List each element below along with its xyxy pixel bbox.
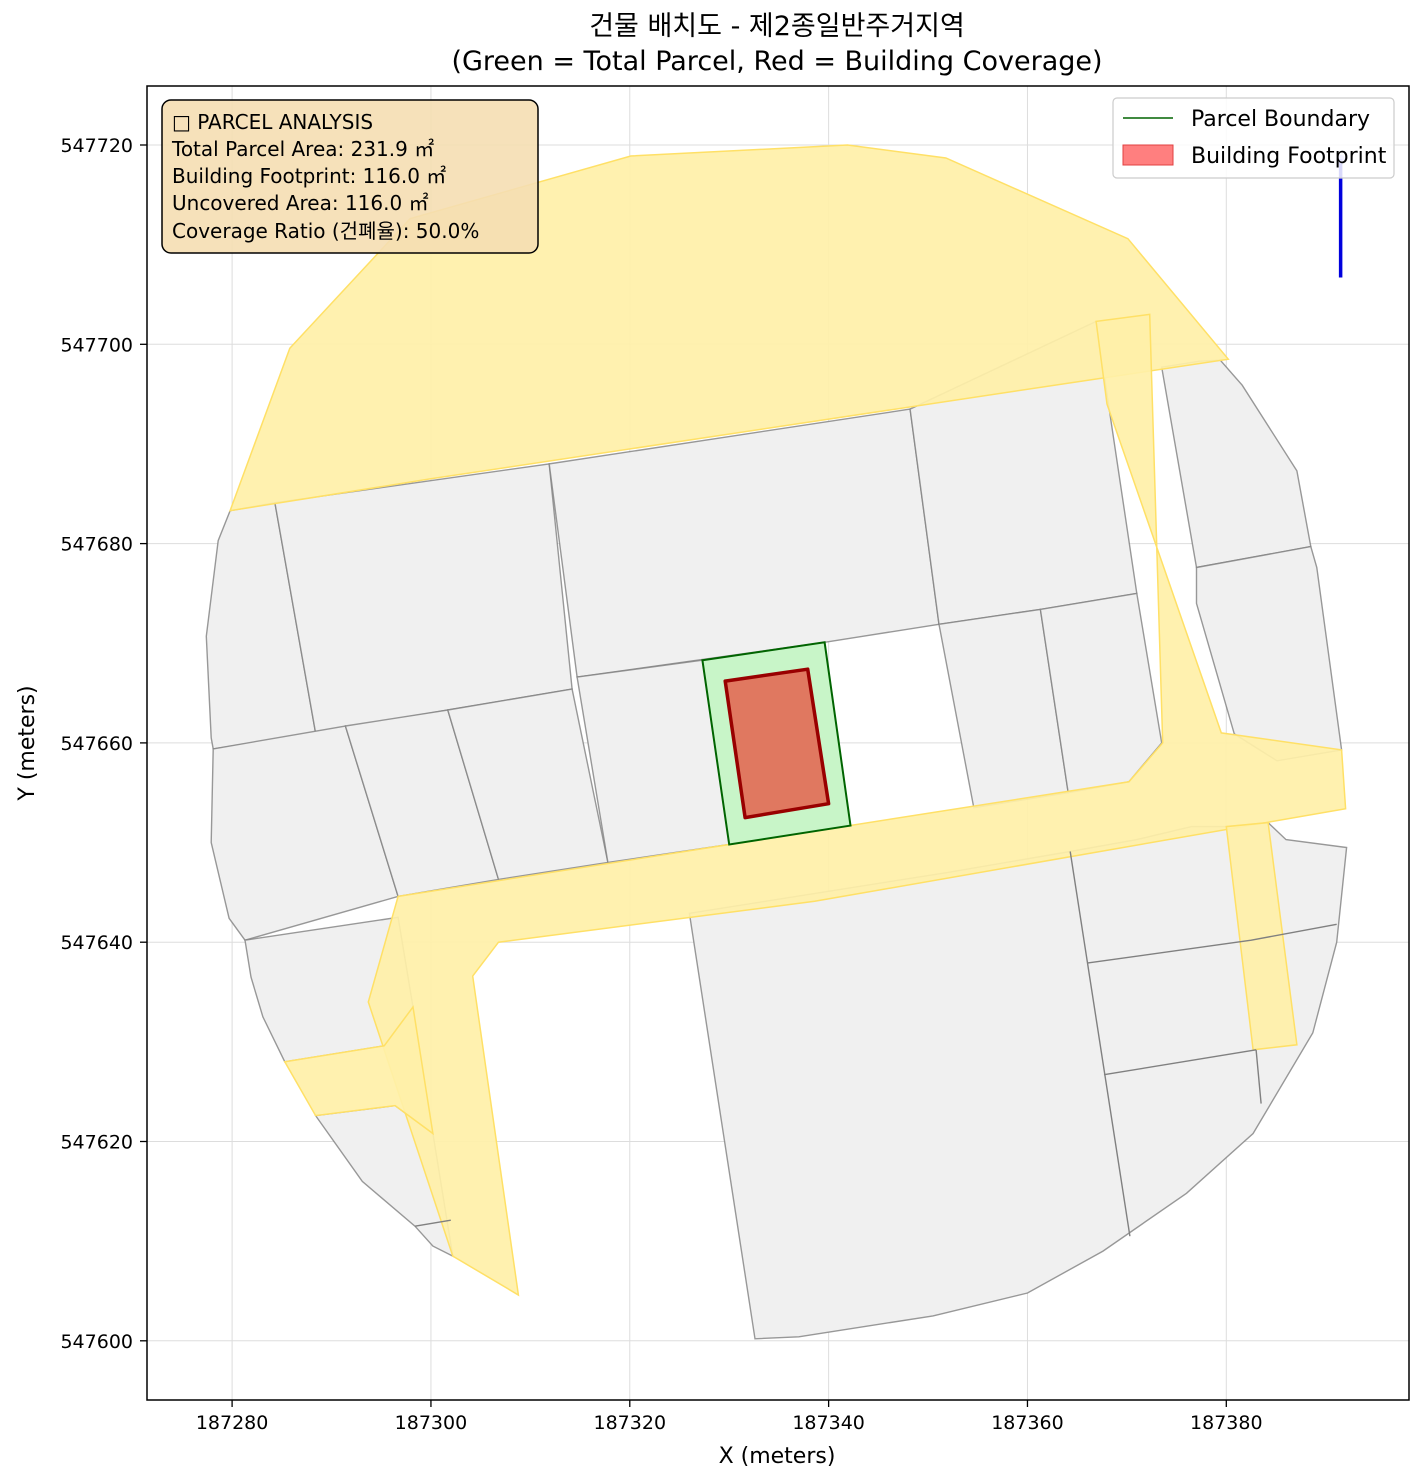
building-footprint[interactable] — [723, 667, 831, 820]
y-axis-label: Y (meters) — [15, 685, 40, 801]
info-uncovered-area: Uncovered Area: 116.0 ㎡ — [172, 191, 429, 215]
legend: Parcel Boundary Building Footprint — [1112, 97, 1395, 179]
lot-divider-line — [1255, 1049, 1262, 1104]
road-polygon — [1225, 821, 1298, 1051]
lot-polygon — [274, 463, 573, 734]
chart-title-line2: (Green = Total Parcel, Red = Building Co… — [451, 46, 1102, 77]
info-coverage-ratio: Coverage Ratio (건폐율): 50.0% — [172, 219, 479, 243]
legend-frame — [1112, 97, 1395, 179]
info-building-footprint: Building Footprint: 116.0 ㎡ — [172, 164, 446, 188]
y-tick-label: 547600 — [60, 1331, 133, 1353]
info-total-parcel-area: Total Parcel Area: 231.9 ㎡ — [171, 137, 434, 161]
y-tick-label: 547660 — [60, 733, 133, 755]
lot-divider-line — [414, 1219, 451, 1227]
x-axis-label: X (meters) — [719, 1444, 836, 1469]
y-tick-label: 547640 — [60, 932, 133, 954]
y-tick-label: 547680 — [60, 534, 133, 556]
lot-divider-line — [1103, 1049, 1257, 1076]
lot-divider-line — [1069, 851, 1131, 1237]
y-tick-label: 547720 — [60, 135, 133, 157]
x-tick-label: 187380 — [1190, 1412, 1263, 1434]
x-axis-ticks: 187280 187300 187320 187340 187360 187380 — [196, 1400, 1263, 1434]
legend-building-label: Building Footprint — [1191, 144, 1387, 169]
lot-polygon — [1160, 359, 1312, 569]
chart-title-line1: 건물 배치도 - 제2종일반주거지역 — [589, 11, 965, 42]
x-tick-label: 187340 — [792, 1412, 865, 1434]
road-polygon — [367, 313, 1347, 1297]
legend-building-patch-swatch — [1122, 144, 1174, 166]
x-tick-label: 187320 — [594, 1412, 667, 1434]
y-tick-label: 547700 — [60, 334, 133, 356]
lot-dividers — [414, 851, 1337, 1237]
road-polygon — [283, 1005, 434, 1136]
lot-polygon — [548, 408, 940, 678]
legend-parcel-label: Parcel Boundary — [1191, 107, 1370, 132]
y-tick-label: 547620 — [60, 1132, 133, 1154]
y-axis-ticks: 547600 547620 547640 547660 547680 547700 5477… — [60, 135, 147, 1353]
plot-area — [146, 85, 1410, 1401]
lot-divider-line — [1087, 923, 1337, 964]
info-box-background — [161, 99, 539, 254]
info-heading: □ PARCEL ANALYSIS — [172, 110, 373, 134]
x-tick-label: 187360 — [991, 1412, 1064, 1434]
parcel-analysis-box: □ PARCEL ANALYSIS Total Parcel Area: 231… — [161, 99, 539, 254]
x-tick-label: 187280 — [196, 1412, 269, 1434]
x-tick-label: 187300 — [395, 1412, 468, 1434]
